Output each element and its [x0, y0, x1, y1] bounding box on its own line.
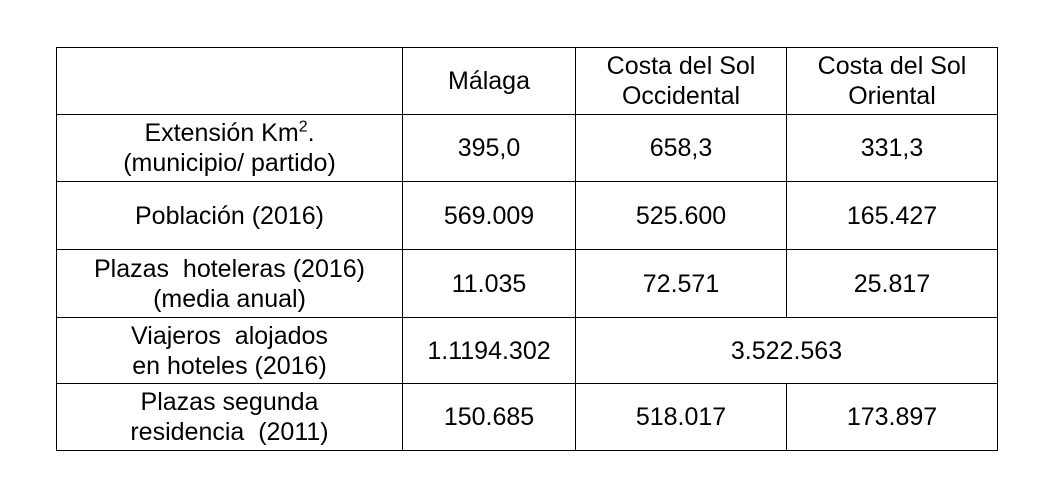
cell-extension-malaga: 395,0	[402, 114, 576, 182]
cell-extension-oriental: 331,3	[786, 114, 998, 182]
cell-segunda-residencia-occidental: 518.017	[575, 383, 787, 451]
segunda-residencia-label-line-1: Plazas segunda	[140, 388, 319, 416]
header-cell-blank	[56, 47, 403, 115]
header-row: Málaga Costa del Sol Occidental Costa de…	[56, 47, 998, 115]
extension-label-superscript: 2	[298, 118, 308, 136]
cell-plazas-hoteleras-malaga: 11.035	[402, 249, 576, 318]
statistics-table: Málaga Costa del Sol Occidental Costa de…	[56, 47, 998, 451]
cell-viajeros-costa-combined: 3.522.563	[575, 317, 998, 384]
header-occidental-line-1: Costa del Sol	[606, 52, 756, 80]
row-label-poblacion: Población (2016)	[56, 181, 403, 250]
table-row-extension: Extensión Km2. (municipio/ partido) 395,…	[56, 114, 998, 182]
extension-label-period: .	[307, 119, 315, 147]
row-label-plazas-hoteleras: Plazas hoteleras (2016) (media anual)	[56, 249, 403, 318]
viajeros-label-line-2: en hoteles (2016)	[132, 351, 327, 380]
header-occidental-line-2: Occidental	[621, 82, 741, 110]
extension-label-line-2: (municipio/ partido)	[123, 149, 336, 177]
row-label-viajeros: Viajeros alojados en hoteles (2016)	[56, 317, 403, 384]
table-row-plazas-hoteleras: Plazas hoteleras (2016) (media anual) 11…	[56, 249, 998, 318]
cell-plazas-hoteleras-occidental: 72.571	[575, 249, 787, 318]
header-cell-malaga: Málaga	[402, 47, 576, 115]
extension-label-line-1: Extensión Km2.	[63, 118, 396, 148]
segunda-residencia-label-line-2: residencia (2011)	[130, 418, 329, 446]
table-row-poblacion: Población (2016) 569.009 525.600 165.427	[56, 181, 998, 250]
extension-label-text: Extensión Km	[144, 119, 299, 147]
header-cell-costa-oriental: Costa del Sol Oriental	[786, 47, 998, 115]
table-row-segunda-residencia: Plazas segunda residencia (2011) 150.685…	[56, 383, 998, 451]
cell-segunda-residencia-malaga: 150.685	[402, 383, 576, 451]
cell-segunda-residencia-oriental: 173.897	[786, 383, 998, 451]
header-oriental-line-1: Costa del Sol	[817, 52, 967, 80]
plazas-hoteleras-label-line-1: Plazas hoteleras (2016)	[94, 254, 365, 283]
cell-viajeros-malaga: 1.1194.302	[402, 317, 576, 384]
cell-plazas-hoteleras-oriental: 25.817	[786, 249, 998, 318]
cell-extension-occidental: 658,3	[575, 114, 787, 182]
header-oriental-line-2: Oriental	[848, 82, 936, 110]
cell-poblacion-malaga: 569.009	[402, 181, 576, 250]
viajeros-label-line-1: Viajeros alojados	[131, 321, 328, 350]
row-label-segunda-residencia: Plazas segunda residencia (2011)	[56, 383, 403, 451]
plazas-hoteleras-label-line-2: (media anual)	[153, 284, 306, 313]
table-row-viajeros: Viajeros alojados en hoteles (2016) 1.11…	[56, 317, 998, 384]
cell-poblacion-occidental: 525.600	[575, 181, 787, 250]
cell-poblacion-oriental: 165.427	[786, 181, 998, 250]
header-cell-costa-occidental: Costa del Sol Occidental	[575, 47, 787, 115]
row-label-extension: Extensión Km2. (municipio/ partido)	[56, 114, 403, 182]
